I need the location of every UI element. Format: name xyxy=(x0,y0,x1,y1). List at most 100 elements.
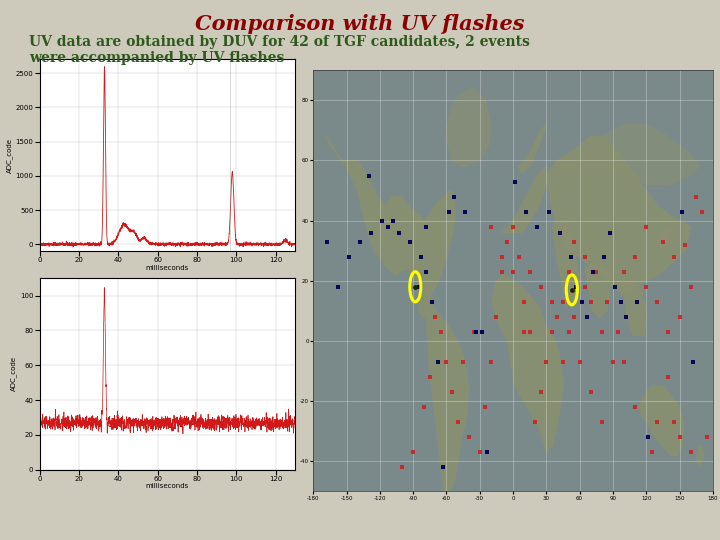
Polygon shape xyxy=(418,287,433,317)
Point xyxy=(518,298,530,306)
Point xyxy=(679,240,690,249)
Point xyxy=(502,238,513,246)
Point xyxy=(365,228,377,237)
Point xyxy=(696,207,708,216)
Point xyxy=(480,403,491,411)
Polygon shape xyxy=(327,137,455,296)
Point xyxy=(496,252,508,261)
Point xyxy=(321,238,333,246)
Point xyxy=(631,298,643,306)
Polygon shape xyxy=(696,446,704,467)
Text: Comparison with UV flashes: Comparison with UV flashes xyxy=(195,14,525,33)
Point xyxy=(568,313,580,321)
Point xyxy=(602,298,613,306)
Polygon shape xyxy=(639,386,684,455)
Point xyxy=(629,252,641,261)
Polygon shape xyxy=(446,88,491,166)
Point xyxy=(363,171,374,180)
Point xyxy=(482,448,493,457)
Polygon shape xyxy=(585,263,611,317)
Point xyxy=(641,282,652,291)
Point xyxy=(396,463,408,471)
Point xyxy=(513,252,524,261)
Point xyxy=(588,267,599,276)
Point xyxy=(507,267,518,276)
Point xyxy=(582,313,593,321)
Point xyxy=(570,282,582,291)
Point xyxy=(524,328,536,336)
Point xyxy=(701,433,713,442)
Point xyxy=(332,282,343,291)
Point xyxy=(443,207,454,216)
Point xyxy=(646,448,657,457)
Point xyxy=(496,267,508,276)
Point xyxy=(618,357,630,366)
Point xyxy=(668,252,680,261)
Point xyxy=(418,403,430,411)
Polygon shape xyxy=(493,275,563,453)
Point xyxy=(643,433,654,442)
Point xyxy=(554,228,565,237)
Point xyxy=(531,222,543,231)
Point xyxy=(674,313,685,321)
Point xyxy=(541,357,552,366)
Point xyxy=(580,282,591,291)
Point xyxy=(430,313,441,321)
Point xyxy=(604,228,616,237)
Point xyxy=(687,357,698,366)
Point xyxy=(426,298,438,306)
Point xyxy=(521,207,532,216)
Point xyxy=(524,267,536,276)
Point xyxy=(652,298,663,306)
Point xyxy=(471,328,482,336)
Point xyxy=(451,418,463,427)
Y-axis label: ADC_code: ADC_code xyxy=(10,356,17,392)
Point xyxy=(557,298,569,306)
Point xyxy=(563,328,575,336)
Point xyxy=(590,267,602,276)
Point xyxy=(404,238,415,246)
Point xyxy=(676,207,688,216)
Polygon shape xyxy=(552,221,580,305)
Point xyxy=(507,222,518,231)
Point xyxy=(457,357,469,366)
Point xyxy=(437,463,449,471)
Point xyxy=(432,357,444,366)
Point xyxy=(469,328,480,336)
Point xyxy=(518,328,530,336)
Point xyxy=(424,373,436,381)
Y-axis label: ADC_code: ADC_code xyxy=(6,138,12,173)
Point xyxy=(615,298,626,306)
Point xyxy=(690,192,702,201)
Point xyxy=(685,448,696,457)
Point xyxy=(598,252,610,261)
Point xyxy=(420,222,432,231)
Point xyxy=(641,222,652,231)
Point xyxy=(393,228,405,237)
Point xyxy=(685,282,696,291)
Point xyxy=(535,388,546,396)
Point xyxy=(618,267,630,276)
Point xyxy=(410,282,421,291)
Polygon shape xyxy=(546,137,690,296)
Text: UV data are obtained by DUV for 42 of TGF candidates, 2 events
were accompanied : UV data are obtained by DUV for 42 of TG… xyxy=(29,35,530,65)
Point xyxy=(662,373,674,381)
Point xyxy=(585,298,596,306)
Point xyxy=(546,298,557,306)
Point xyxy=(413,282,424,291)
Point xyxy=(408,448,419,457)
Polygon shape xyxy=(426,305,469,497)
Point xyxy=(343,252,354,261)
Point xyxy=(565,252,577,261)
Point xyxy=(609,282,621,291)
Point xyxy=(596,328,608,336)
Polygon shape xyxy=(502,166,549,233)
Point xyxy=(354,238,366,246)
Point xyxy=(580,252,591,261)
Point xyxy=(385,493,397,502)
Point xyxy=(535,282,546,291)
Point xyxy=(474,448,485,457)
Point xyxy=(563,267,575,276)
Point xyxy=(652,418,663,427)
Point xyxy=(552,313,563,321)
